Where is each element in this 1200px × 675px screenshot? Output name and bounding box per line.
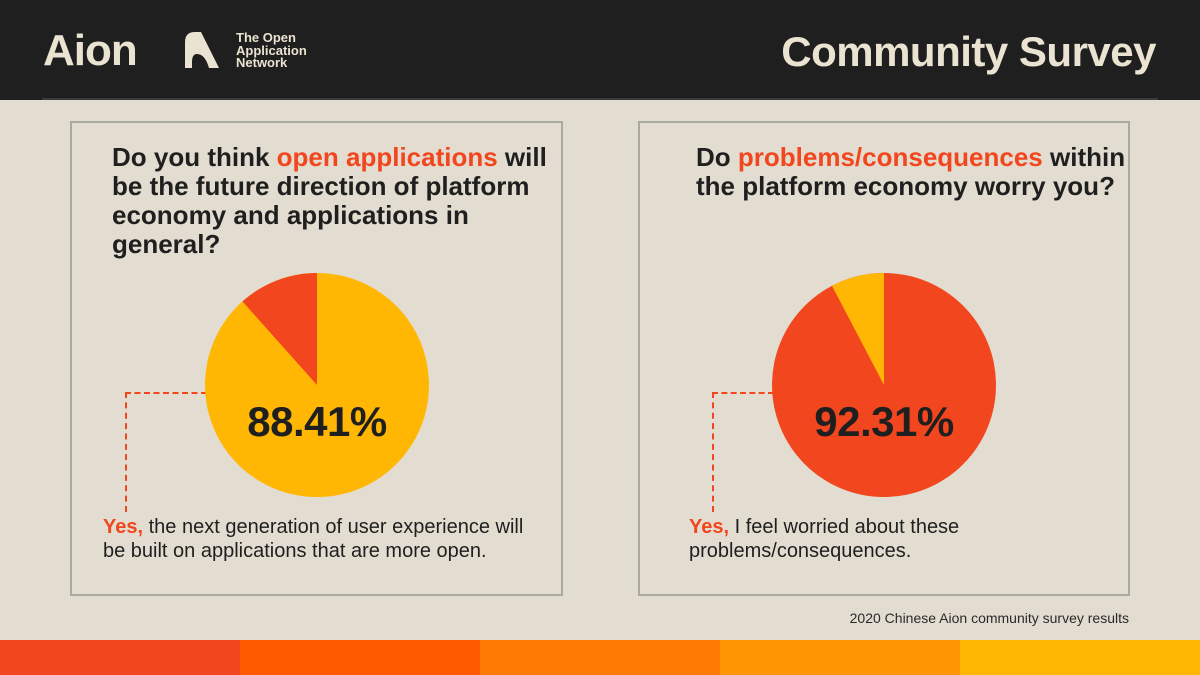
answer-text: I feel worried about these problems/cons… (689, 516, 960, 562)
pie-slice-other (831, 273, 884, 385)
answer-1: Yes, the next generation of user experie… (103, 515, 543, 563)
pie-value-label: 88.41% (247, 398, 387, 445)
survey-panel-2: Do problems/consequences within the plat… (638, 121, 1130, 596)
question-highlight: open applications (276, 142, 498, 172)
pie-slice-other (242, 273, 317, 385)
color-stripe (960, 640, 1200, 675)
color-stripe (480, 640, 720, 675)
pie-chart-2: 92.31% (772, 273, 996, 497)
color-stripe (0, 640, 240, 675)
pie-chart-1: 88.41% (205, 273, 429, 497)
logo-subtitle-line: Application (236, 42, 307, 58)
question-text: will be the future direction of platform… (112, 142, 547, 259)
answer-text: the next generation of user experience w… (103, 516, 524, 562)
pie-value-label: 92.31% (814, 398, 954, 445)
question-text: Do (696, 142, 738, 172)
question-highlight: problems/consequences (737, 142, 1043, 172)
color-stripe (240, 640, 480, 675)
question-2: Do problems/consequences within the plat… (696, 143, 1128, 201)
aion-logo: Aion (43, 26, 138, 75)
leader-line (125, 392, 127, 512)
logo-subtitle-line: The Open (236, 30, 296, 45)
answer-yes: Yes, (103, 516, 144, 538)
leader-line (712, 392, 714, 512)
logo-subtitle: The Open Application Network (236, 30, 307, 70)
leader-line (125, 392, 207, 394)
answer-yes: Yes, (689, 516, 730, 538)
open-application-network-logo-icon (185, 32, 219, 68)
question-text: within the platform economy worry you? (696, 142, 1126, 201)
question-1: Do you think open applications will be t… (112, 143, 561, 259)
footnote: 2020 Chinese Aion community survey resul… (849, 610, 1129, 626)
color-stripe-bar (0, 640, 1200, 675)
color-stripe (720, 640, 960, 675)
header-divider (42, 98, 1158, 100)
answer-2: Yes, I feel worried about these problems… (689, 515, 1089, 563)
pie-svg (772, 273, 996, 497)
leader-line (712, 392, 774, 394)
question-text: Do you think (112, 142, 277, 172)
survey-panel-1: Do you think open applications will be t… (70, 121, 563, 596)
header-bar: Aion The Open Application Network Commun… (0, 0, 1200, 100)
logo-subtitle-line: Network (236, 55, 288, 70)
page-title: Community Survey (781, 28, 1156, 75)
pie-svg (205, 273, 429, 497)
